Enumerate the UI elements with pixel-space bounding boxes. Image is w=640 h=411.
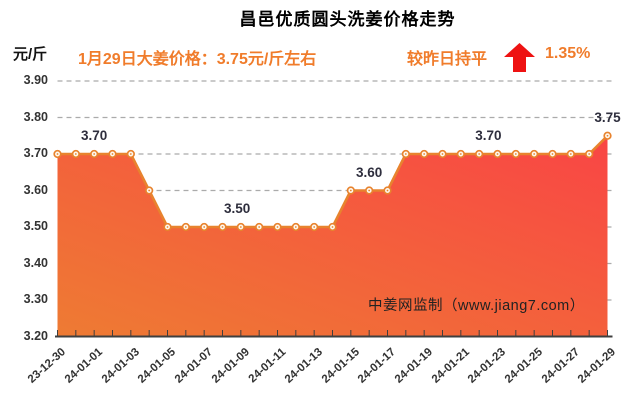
area-fill — [57, 135, 608, 337]
data-markers — [53, 131, 612, 232]
y-axis-unit-label: 元/斤 — [13, 46, 48, 63]
y-axis-label: 3.90 — [23, 73, 48, 87]
up-arrow-icon — [504, 43, 535, 72]
page-title: 昌邑优质圆头洗姜价格走势 — [239, 10, 456, 29]
y-axis-label: 3.50 — [23, 219, 48, 233]
latest-price-subtitle: 1月29日大姜价格：3.75元/斤左右 — [78, 51, 317, 68]
y-axis-label: 3.40 — [23, 255, 48, 270]
data-label: 3.75 — [594, 109, 621, 125]
data-label: 3.70 — [475, 128, 502, 143]
data-label: 3.60 — [356, 164, 383, 180]
y-axis-label: 3.80 — [23, 109, 48, 124]
change-percentage: 1.35% — [545, 45, 591, 62]
x-axis-ticks — [57, 330, 608, 336]
watermark: 中姜网监制（www.jiang7.com） — [368, 298, 585, 314]
y-axis-label: 3.20 — [23, 328, 48, 343]
y-axis-label: 3.70 — [23, 146, 48, 160]
y-axis-label: 3.60 — [23, 182, 48, 197]
data-label: 3.70 — [81, 128, 108, 143]
y-axis-label: 3.30 — [23, 292, 48, 306]
change-vs-yesterday-label: 较昨日持平 — [407, 51, 488, 68]
data-label: 3.50 — [224, 201, 251, 216]
